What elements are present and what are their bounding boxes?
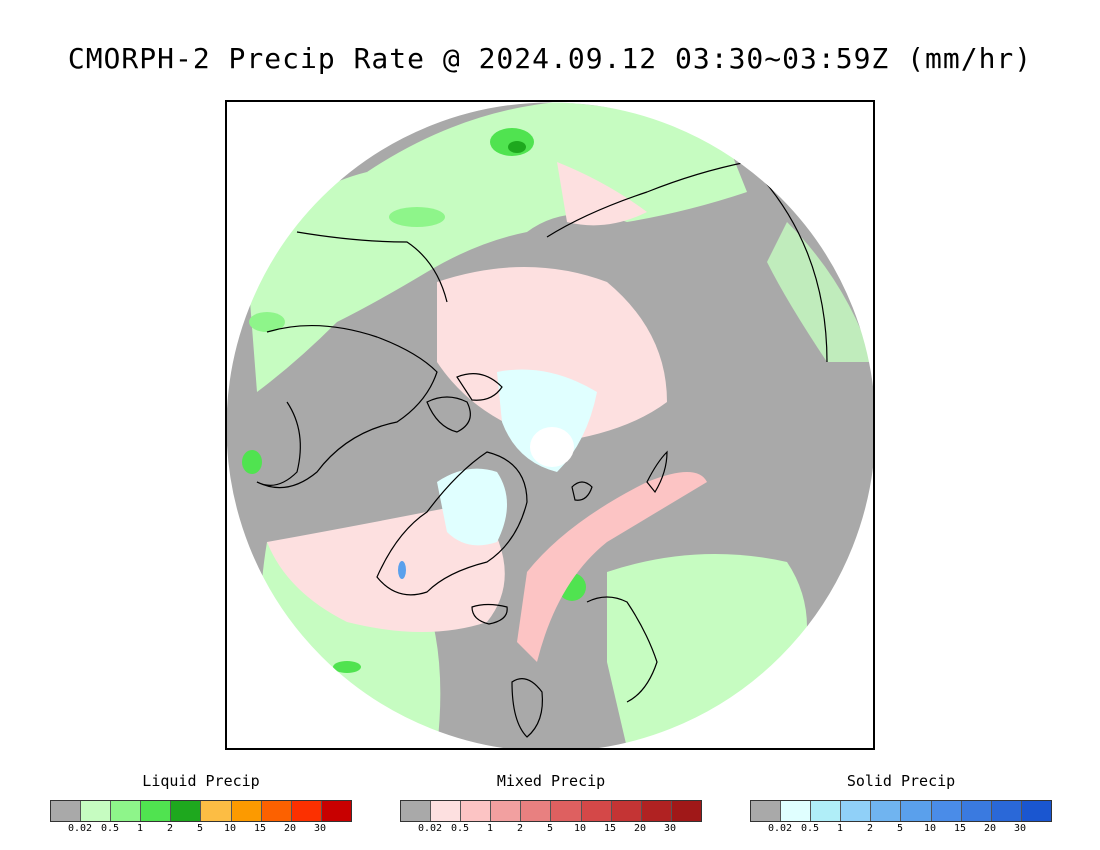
legend-tick-label: 20 <box>283 823 297 834</box>
legend-swatch <box>321 801 351 821</box>
liquid-area-north <box>367 102 747 272</box>
legend-swatch <box>751 801 782 821</box>
coastline-alaska <box>296 231 448 303</box>
legend-swatch <box>521 801 552 821</box>
legend-swatch <box>51 801 82 821</box>
legend-swatch <box>461 801 492 821</box>
legend-tick-label: 1 <box>136 823 144 834</box>
polar-map-frame <box>225 100 875 750</box>
legend-tick-label: 30 <box>663 823 677 834</box>
legend-tick-label: 20 <box>983 823 997 834</box>
legend-swatches <box>400 800 702 822</box>
solid-spot <box>398 561 406 579</box>
legend-swatch <box>141 801 172 821</box>
legend-tick-label: 0.5 <box>100 823 120 834</box>
legend-swatch <box>841 801 872 821</box>
coastline-scandinavia <box>586 596 658 703</box>
legend-tick-label: 0.5 <box>450 823 470 834</box>
solid-area-greenland <box>437 468 507 546</box>
legend-swatch <box>431 801 462 821</box>
legend-tick-label: 5 <box>896 823 904 834</box>
legend-swatch <box>171 801 202 821</box>
liquid-spot <box>333 661 361 673</box>
legend-title: Liquid Precip <box>142 772 260 790</box>
legend-tick-label: 2 <box>166 823 174 834</box>
legend-tick-label: 30 <box>313 823 327 834</box>
legend-swatch <box>261 801 292 821</box>
mixed-legend: Mixed Precip 0.02 0.5 1 2 5 10 15 20 30 <box>400 772 702 837</box>
legend-swatch <box>231 801 262 821</box>
legend-tick-label: 10 <box>923 823 937 834</box>
legend-ticks: 0.02 0.5 1 2 5 10 15 20 30 <box>50 823 352 837</box>
legend-swatch <box>611 801 642 821</box>
legend-ticks: 0.02 0.5 1 2 5 10 15 20 30 <box>400 823 702 837</box>
legend-swatch <box>1021 801 1051 821</box>
legend-swatch <box>111 801 142 821</box>
legend-swatches <box>50 800 352 822</box>
liquid-spot <box>249 312 285 332</box>
legend-swatch <box>401 801 432 821</box>
legend-swatch <box>931 801 962 821</box>
legend-tick-label: 0.5 <box>800 823 820 834</box>
legend-title: Solid Precip <box>846 772 956 790</box>
polar-precip-map <box>227 102 873 748</box>
solid-legend: Solid Precip 0.02 0.5 1 2 5 10 15 20 30 <box>750 772 1052 837</box>
coastline-novaya-zemlya <box>646 450 668 494</box>
coastline-greenland <box>376 451 528 596</box>
legend-title: Mixed Precip <box>496 772 606 790</box>
liquid-spot <box>389 207 445 227</box>
coastline-britain <box>511 678 544 738</box>
legend-tick-label: 0.02 <box>767 823 793 834</box>
legend-swatch <box>291 801 322 821</box>
mixed-area-central <box>437 267 667 442</box>
mixed-area-north <box>557 162 647 226</box>
legend-swatch <box>871 801 902 821</box>
legend-tick-label: 5 <box>196 823 204 834</box>
mixed-area-atlantic <box>267 502 505 632</box>
legend-swatches <box>750 800 1052 822</box>
liquid-legend: Liquid Precip 0.02 0.5 1 2 5 10 15 20 30 <box>50 772 352 837</box>
legend-swatch <box>491 801 522 821</box>
legend-tick-label: 20 <box>633 823 647 834</box>
legend-tick-label: 10 <box>223 823 237 834</box>
legend-swatch <box>581 801 612 821</box>
legend-tick-label: 15 <box>953 823 967 834</box>
legend-tick-label: 0.02 <box>67 823 93 834</box>
coastline-arctic-islands-2 <box>456 373 503 401</box>
legend-tick-label: 2 <box>516 823 524 834</box>
legend-swatch <box>961 801 992 821</box>
coastline-arctic-islands <box>426 396 471 433</box>
map-title: CMORPH-2 Precip Rate @ 2024.09.12 03:30~… <box>67 42 1033 75</box>
legend-swatch <box>901 801 932 821</box>
legend-swatch <box>811 801 842 821</box>
coastline-iceland <box>471 603 508 625</box>
legend-tick-label: 1 <box>486 823 494 834</box>
legend-ticks: 0.02 0.5 1 2 5 10 15 20 30 <box>750 823 1052 837</box>
legend-swatch <box>641 801 672 821</box>
coastline-hudson <box>256 401 301 486</box>
legend-tick-label: 0.02 <box>417 823 443 834</box>
legend-tick-label: 10 <box>573 823 587 834</box>
solid-area-pole-core <box>530 427 574 467</box>
legend-swatch <box>781 801 812 821</box>
legend-swatch <box>671 801 701 821</box>
liquid-spot <box>242 450 262 474</box>
liquid-spot <box>508 141 526 153</box>
legend-swatch <box>991 801 1022 821</box>
legend-swatch <box>201 801 232 821</box>
legend-tick-label: 15 <box>603 823 617 834</box>
legend-tick-label: 15 <box>253 823 267 834</box>
legend-tick-label: 1 <box>836 823 844 834</box>
legend-tick-label: 2 <box>866 823 874 834</box>
legend-swatch <box>81 801 112 821</box>
legend-swatch <box>551 801 582 821</box>
coastline-canada <box>256 324 438 489</box>
legend-tick-label: 30 <box>1013 823 1027 834</box>
mixed-band <box>517 472 707 662</box>
coastline-svalbard <box>571 481 593 501</box>
legend-tick-label: 5 <box>546 823 554 834</box>
